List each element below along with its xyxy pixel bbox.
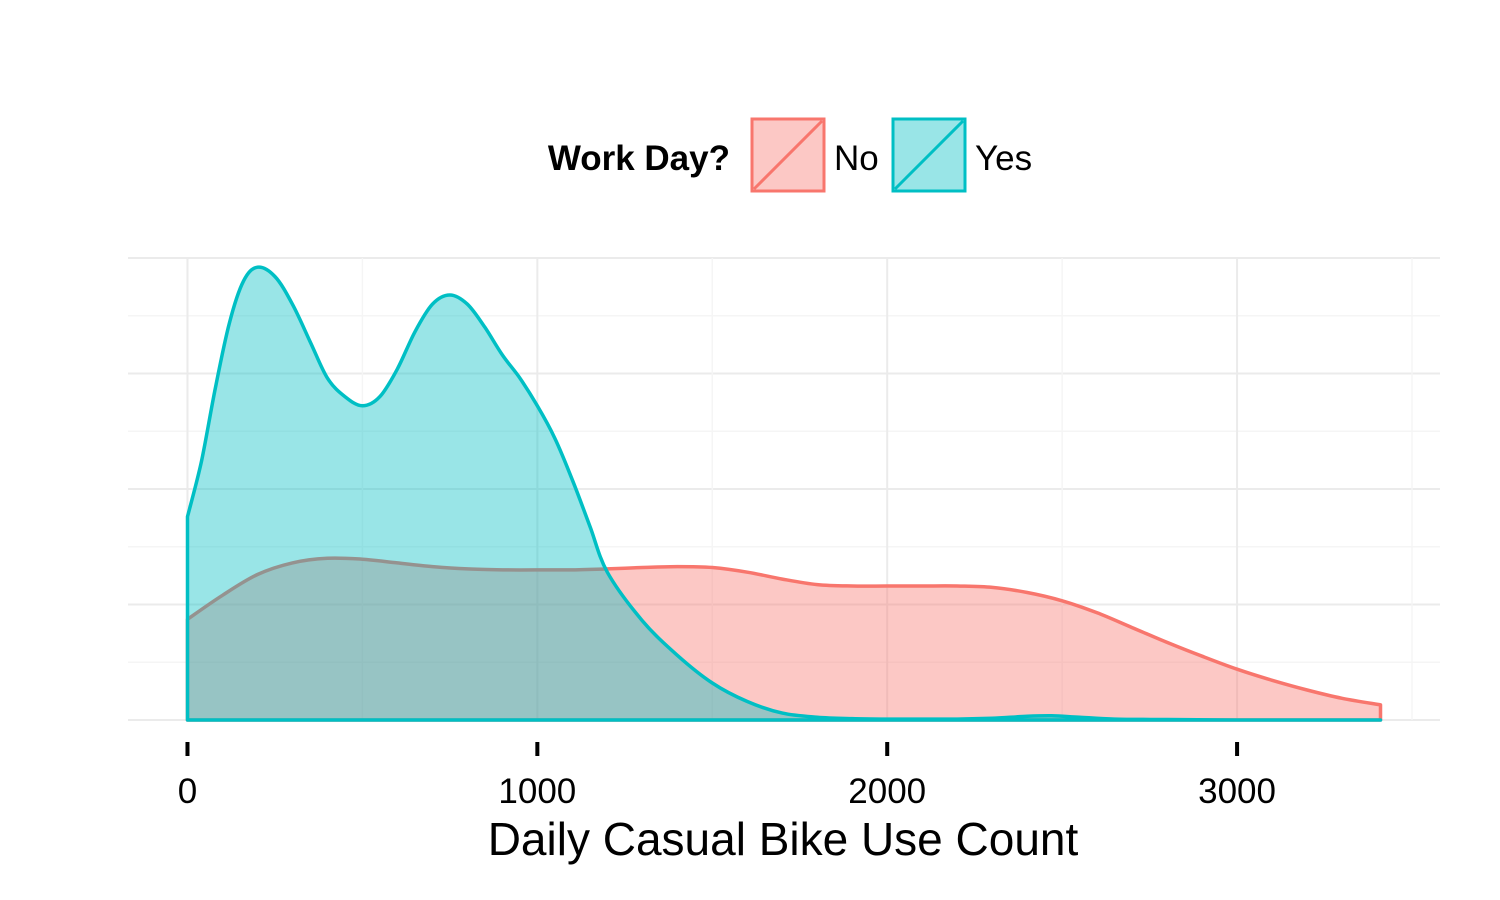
legend-label-no: No xyxy=(834,139,879,178)
legend-title: Work Day? xyxy=(548,139,730,178)
legend-key-yes xyxy=(891,117,967,193)
legend-label-yes: Yes xyxy=(975,139,1032,178)
x-tick-label-1: 1000 xyxy=(498,772,576,811)
x-tick-label-0: 0 xyxy=(178,772,197,811)
density-area-yes xyxy=(185,265,1383,722)
legend: Work Day? No Yes xyxy=(548,117,1032,193)
x-axis-title: Daily Casual Bike Use Count xyxy=(488,813,1079,865)
x-tick-label-2: 2000 xyxy=(848,772,926,811)
density-area-no xyxy=(185,556,1383,722)
x-axis: 0 1000 2000 3000 xyxy=(178,742,1276,811)
x-tick-label-3: 3000 xyxy=(1198,772,1276,811)
density-areas xyxy=(185,265,1383,722)
legend-key-no xyxy=(750,117,826,193)
